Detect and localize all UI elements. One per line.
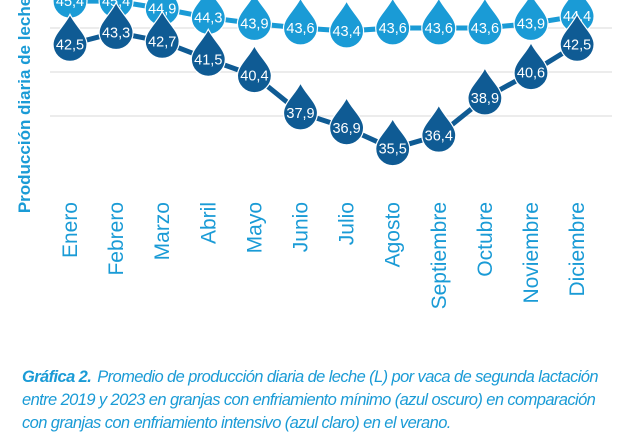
data-label: 36,9 — [332, 121, 360, 137]
x-tick-label: Diciembre — [566, 202, 589, 297]
data-label: 37,9 — [286, 106, 314, 122]
drop-marker — [467, 0, 503, 46]
data-label: 43,6 — [425, 21, 453, 37]
data-label: 36,4 — [425, 128, 453, 144]
drop-marker — [467, 66, 503, 116]
data-point: 41,5 — [190, 27, 226, 77]
data-point: 36,4 — [421, 103, 457, 153]
drop-marker — [328, 0, 365, 49]
data-label: 35,5 — [379, 142, 407, 158]
data-label: 43,6 — [286, 21, 314, 37]
data-label: 40,6 — [517, 66, 545, 82]
drop-marker — [559, 13, 595, 62]
data-point: 42,5 — [559, 13, 595, 62]
figure-caption: Gráfica 2. Promedio de producción diaria … — [22, 366, 622, 433]
data-point: 43,9 — [236, 0, 273, 42]
data-label: 40,4 — [240, 69, 268, 85]
drop-marker — [144, 10, 180, 60]
data-point: 43,6 — [282, 0, 319, 46]
x-axis-tick-labels: Enero Febrero Marzo Abril Mayo Junio Julio Agos… — [59, 202, 589, 309]
data-label: 38,9 — [471, 91, 499, 107]
x-tick-label: Junio — [290, 202, 313, 252]
data-label: 44,9 — [148, 2, 176, 18]
data-point: 37,9 — [282, 81, 319, 131]
data-point: 44,3 — [190, 0, 226, 36]
x-tick-label: Febrero — [105, 202, 128, 276]
data-point: 43,6 — [421, 0, 457, 46]
data-point: 40,6 — [513, 41, 549, 91]
x-tick-label: Marzo — [151, 202, 174, 260]
data-label: 43,6 — [471, 21, 499, 37]
x-tick-label: Octubre — [474, 202, 497, 277]
series-line-2 — [69, 29, 579, 152]
x-tick-label: Noviembre — [520, 202, 543, 304]
drop-marker — [190, 27, 226, 77]
data-point: 38,9 — [467, 66, 503, 116]
data-point: 43,3 — [98, 1, 134, 51]
data-point: 42,7 — [144, 10, 180, 60]
data-drops: 45,445,444,944,343,943,643,443,643,643,6… — [52, 0, 595, 167]
y-axis-label: Producción diaria de leche — [15, 0, 34, 213]
drop-marker — [236, 44, 273, 94]
data-point: 35,5 — [375, 117, 411, 167]
caption-label: Gráfica 2. — [22, 368, 92, 386]
data-point: 36,9 — [328, 96, 365, 146]
x-tick-label: Abril — [197, 202, 220, 244]
drop-marker — [236, 0, 273, 42]
data-point: 40,4 — [236, 44, 273, 94]
data-point: 43,9 — [513, 0, 549, 42]
drop-marker — [282, 0, 319, 46]
data-point: 42,5 — [52, 13, 88, 62]
drop-marker — [328, 96, 365, 146]
drop-marker — [421, 103, 457, 153]
drop-marker — [52, 13, 88, 62]
data-point: 43,6 — [375, 0, 411, 46]
data-label: 43,4 — [332, 24, 360, 40]
data-label: 42,7 — [148, 34, 176, 50]
drop-marker — [98, 1, 134, 51]
data-label: 42,5 — [563, 37, 591, 53]
data-label: 43,9 — [517, 17, 545, 33]
drop-marker — [421, 0, 457, 46]
x-tick-label: Julio — [336, 202, 359, 245]
data-label: 41,5 — [194, 52, 222, 68]
data-label: 42,5 — [56, 37, 84, 53]
caption-text: Promedio de producción diaria de leche (… — [22, 368, 599, 432]
data-label: 43,6 — [379, 21, 407, 37]
drop-marker — [513, 0, 549, 42]
data-label: 43,9 — [240, 17, 268, 33]
drop-marker — [375, 117, 411, 167]
x-tick-label: Agosto — [382, 202, 405, 267]
drop-marker — [513, 41, 549, 91]
x-tick-label: Septiembre — [428, 202, 451, 309]
x-tick-label: Enero — [59, 202, 82, 258]
x-tick-label: Mayo — [243, 202, 266, 253]
data-label: 45,4 — [56, 0, 84, 10]
data-point: 43,6 — [467, 0, 503, 46]
drop-marker — [375, 0, 411, 46]
data-label: 43,3 — [102, 25, 130, 41]
data-label: 44,3 — [194, 11, 222, 27]
drop-marker — [282, 81, 319, 131]
data-point: 43,4 — [328, 0, 365, 49]
